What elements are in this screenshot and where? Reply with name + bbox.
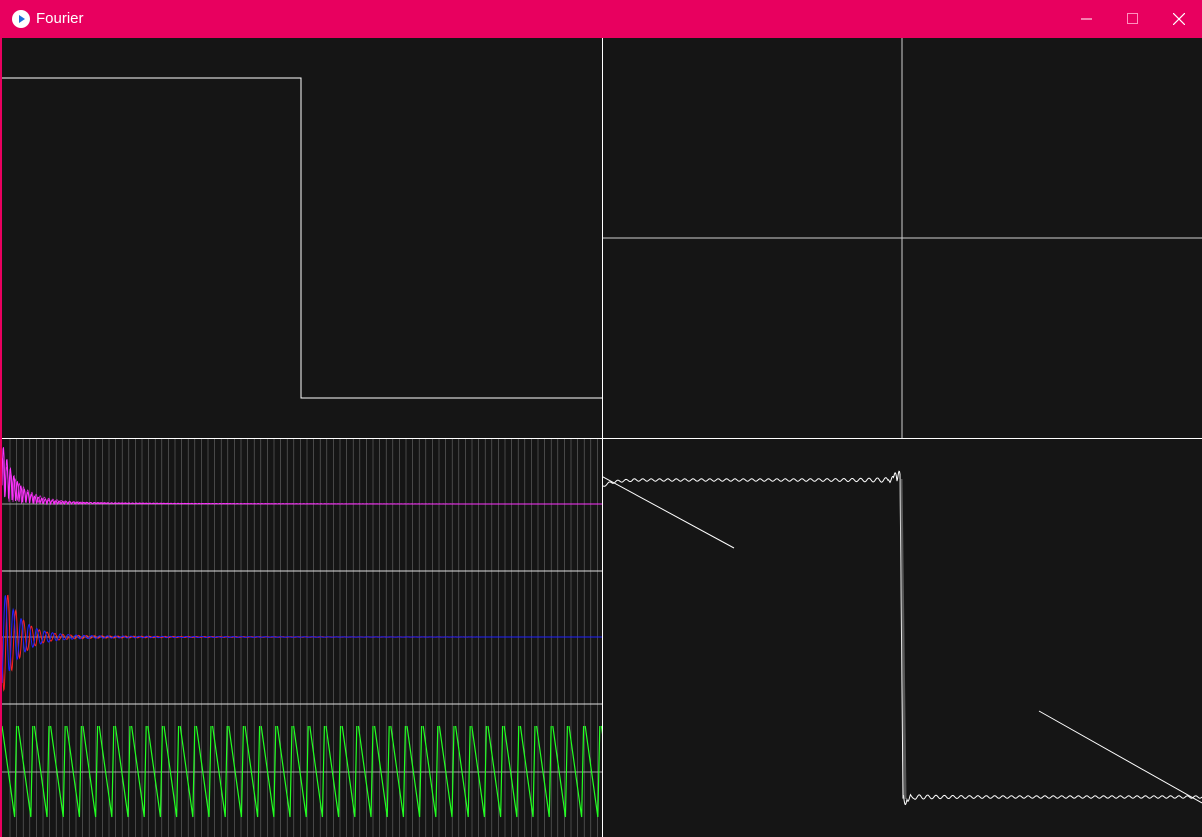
reconstruction-panel <box>603 439 1202 837</box>
input-signal-panel <box>2 38 602 438</box>
maximize-icon <box>1127 13 1138 24</box>
input-signal-canvas <box>2 77 602 399</box>
transition-edge <box>899 478 907 800</box>
vertical-divider <box>602 38 603 837</box>
phasor-canvas <box>603 38 1202 438</box>
imag-part-trace <box>2 595 602 684</box>
maximize-button[interactable] <box>1110 0 1156 38</box>
phase-trace <box>2 725 602 818</box>
play-circle-icon <box>12 10 30 28</box>
title-bar[interactable]: Fourier <box>0 0 1202 38</box>
magnitude-trace-secondary <box>2 458 602 506</box>
phasor-panel <box>603 38 1202 438</box>
horizontal-divider <box>2 438 1202 439</box>
magnitude-trace <box>2 447 602 506</box>
minimize-icon <box>1081 18 1092 20</box>
phasor-line-right <box>1038 710 1202 804</box>
phasor-line-left <box>603 476 735 549</box>
window-left-border <box>0 38 2 837</box>
window-title: Fourier <box>36 10 84 27</box>
close-button[interactable] <box>1156 0 1202 38</box>
square-wave-trace <box>2 77 602 399</box>
spectrum-canvas <box>2 439 602 837</box>
real-part-trace <box>2 594 602 692</box>
close-icon <box>1173 13 1185 25</box>
spectrum-panel <box>2 439 602 837</box>
minimize-button[interactable] <box>1064 0 1110 38</box>
reconstruction-canvas <box>603 470 1202 806</box>
